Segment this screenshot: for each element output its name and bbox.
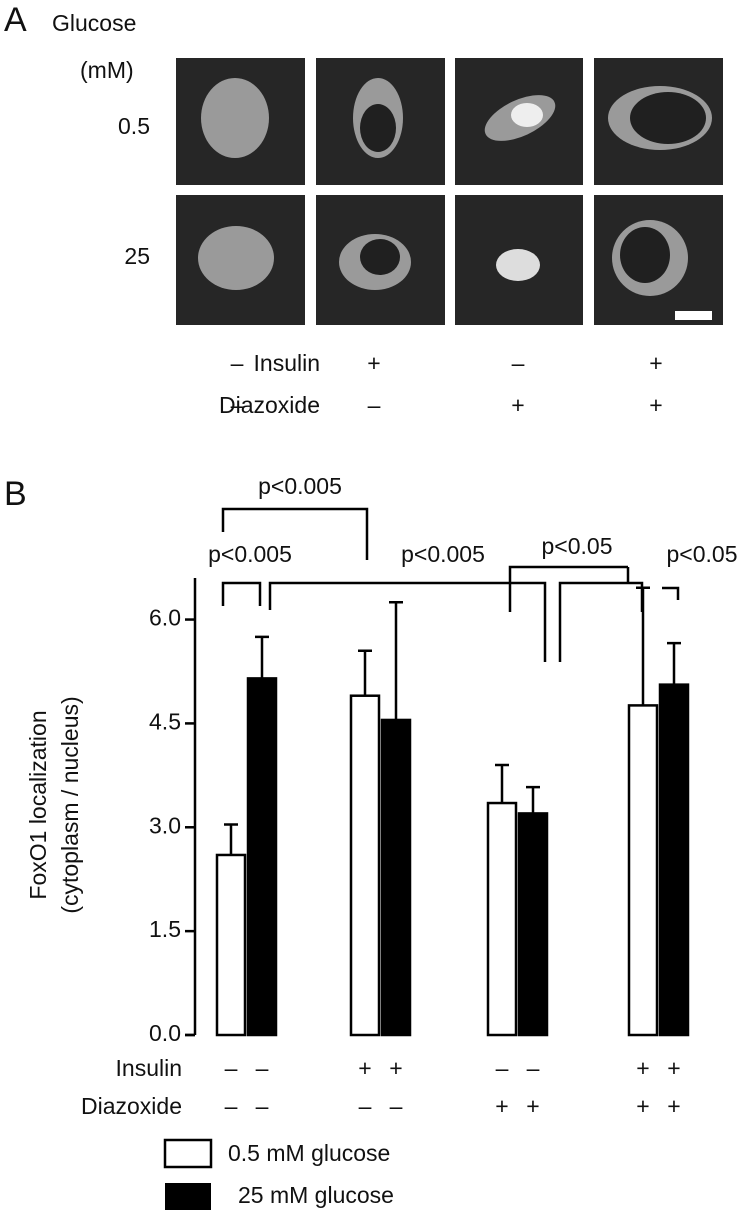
treatment-sign: – bbox=[231, 350, 244, 376]
bar bbox=[627, 704, 659, 1037]
legend-label: 25 mM glucose bbox=[238, 1182, 394, 1208]
treatment-sign: – bbox=[231, 392, 244, 418]
nucleus bbox=[630, 92, 706, 144]
legend-label: 0.5 mM glucose bbox=[228, 1140, 390, 1166]
y-tick-label: 1.5 bbox=[149, 916, 181, 942]
treatment-sign: – bbox=[368, 392, 381, 418]
bracket bbox=[221, 581, 262, 606]
treatment-sign: – bbox=[390, 1093, 403, 1119]
treatment-sign: + bbox=[636, 1093, 649, 1119]
treatment-sign: + bbox=[367, 350, 380, 376]
bracket bbox=[510, 567, 644, 662]
y-axis-title-line: FoxO1 localization bbox=[25, 710, 51, 899]
y-axis-title: FoxO1 localization (cytoplasm / nucleus) bbox=[25, 696, 83, 913]
treatment-sign: + bbox=[511, 392, 524, 418]
bar bbox=[246, 677, 278, 1037]
treatment-sign: + bbox=[649, 350, 662, 376]
bar bbox=[517, 812, 549, 1037]
nucleus bbox=[360, 239, 400, 275]
bar bbox=[215, 853, 247, 1037]
legend-swatch bbox=[163, 1138, 213, 1169]
y-axis-title-line: (cytoplasm / nucleus) bbox=[57, 696, 83, 913]
legend-swatch bbox=[165, 1183, 211, 1210]
scale-bar bbox=[675, 311, 712, 320]
error-bar bbox=[667, 641, 681, 685]
treatment-sign: + bbox=[526, 1093, 539, 1119]
annotation: p<0.005 bbox=[208, 541, 292, 567]
y-tick-label: 0.0 bbox=[149, 1020, 181, 1046]
treatment-sign: – bbox=[256, 1093, 269, 1119]
cell bbox=[496, 249, 540, 281]
treatment-label: Insulin bbox=[116, 1055, 182, 1081]
y-tick-label: 4.5 bbox=[149, 708, 181, 734]
treatment-sign: + bbox=[495, 1093, 508, 1119]
annotation: p<0.005 bbox=[258, 473, 342, 499]
panel-label: A bbox=[4, 1, 27, 39]
micrographs bbox=[176, 58, 723, 325]
error-bar bbox=[636, 586, 650, 706]
annotation: p<0.05 bbox=[667, 541, 738, 567]
bracket bbox=[268, 581, 510, 610]
error-bar bbox=[358, 649, 372, 696]
treatment-sign: + bbox=[667, 1093, 680, 1119]
header: (mM) bbox=[80, 57, 134, 83]
bar bbox=[380, 718, 412, 1037]
row-label: 0.5 bbox=[118, 113, 150, 139]
y-tick-label: 6.0 bbox=[149, 605, 181, 631]
error-bar bbox=[255, 635, 269, 679]
row-label: 25 bbox=[124, 243, 150, 269]
nucleus bbox=[360, 104, 396, 152]
error-bar bbox=[526, 785, 540, 814]
bracket bbox=[221, 507, 369, 560]
nucleus bbox=[620, 227, 670, 283]
treatment-sign: + bbox=[649, 392, 662, 418]
bar bbox=[658, 683, 690, 1037]
treatment-sign: – bbox=[225, 1055, 238, 1081]
header: Glucose bbox=[52, 10, 136, 36]
treatment-sign: – bbox=[527, 1055, 540, 1081]
treatment-sign: – bbox=[225, 1093, 238, 1119]
treatment-label: Insulin bbox=[254, 350, 320, 376]
cell bbox=[201, 78, 269, 158]
treatment-sign: – bbox=[496, 1055, 509, 1081]
error-bar bbox=[389, 600, 403, 720]
treatment-label: Diazoxide bbox=[81, 1093, 182, 1119]
bar bbox=[349, 694, 381, 1037]
nucleus bbox=[511, 103, 543, 127]
bracket bbox=[508, 565, 628, 612]
panel-label: B bbox=[4, 475, 27, 513]
error-bar bbox=[224, 823, 238, 855]
treatment-sign: + bbox=[358, 1055, 371, 1081]
cell bbox=[198, 226, 274, 290]
bar bbox=[486, 801, 518, 1037]
treatment-sign: – bbox=[512, 350, 525, 376]
treatment-sign: – bbox=[256, 1055, 269, 1081]
treatment-sign: – bbox=[359, 1093, 372, 1119]
annotation: p<0.05 bbox=[542, 533, 613, 559]
bracket bbox=[662, 586, 680, 600]
treatment-sign: + bbox=[667, 1055, 680, 1081]
treatment-sign: + bbox=[636, 1055, 649, 1081]
annotation: p<0.005 bbox=[401, 541, 485, 567]
treatment-label: Diazoxide bbox=[219, 392, 320, 418]
y-tick-label: 3.0 bbox=[149, 812, 181, 838]
error-bar bbox=[495, 763, 509, 804]
treatment-sign: + bbox=[389, 1055, 402, 1081]
